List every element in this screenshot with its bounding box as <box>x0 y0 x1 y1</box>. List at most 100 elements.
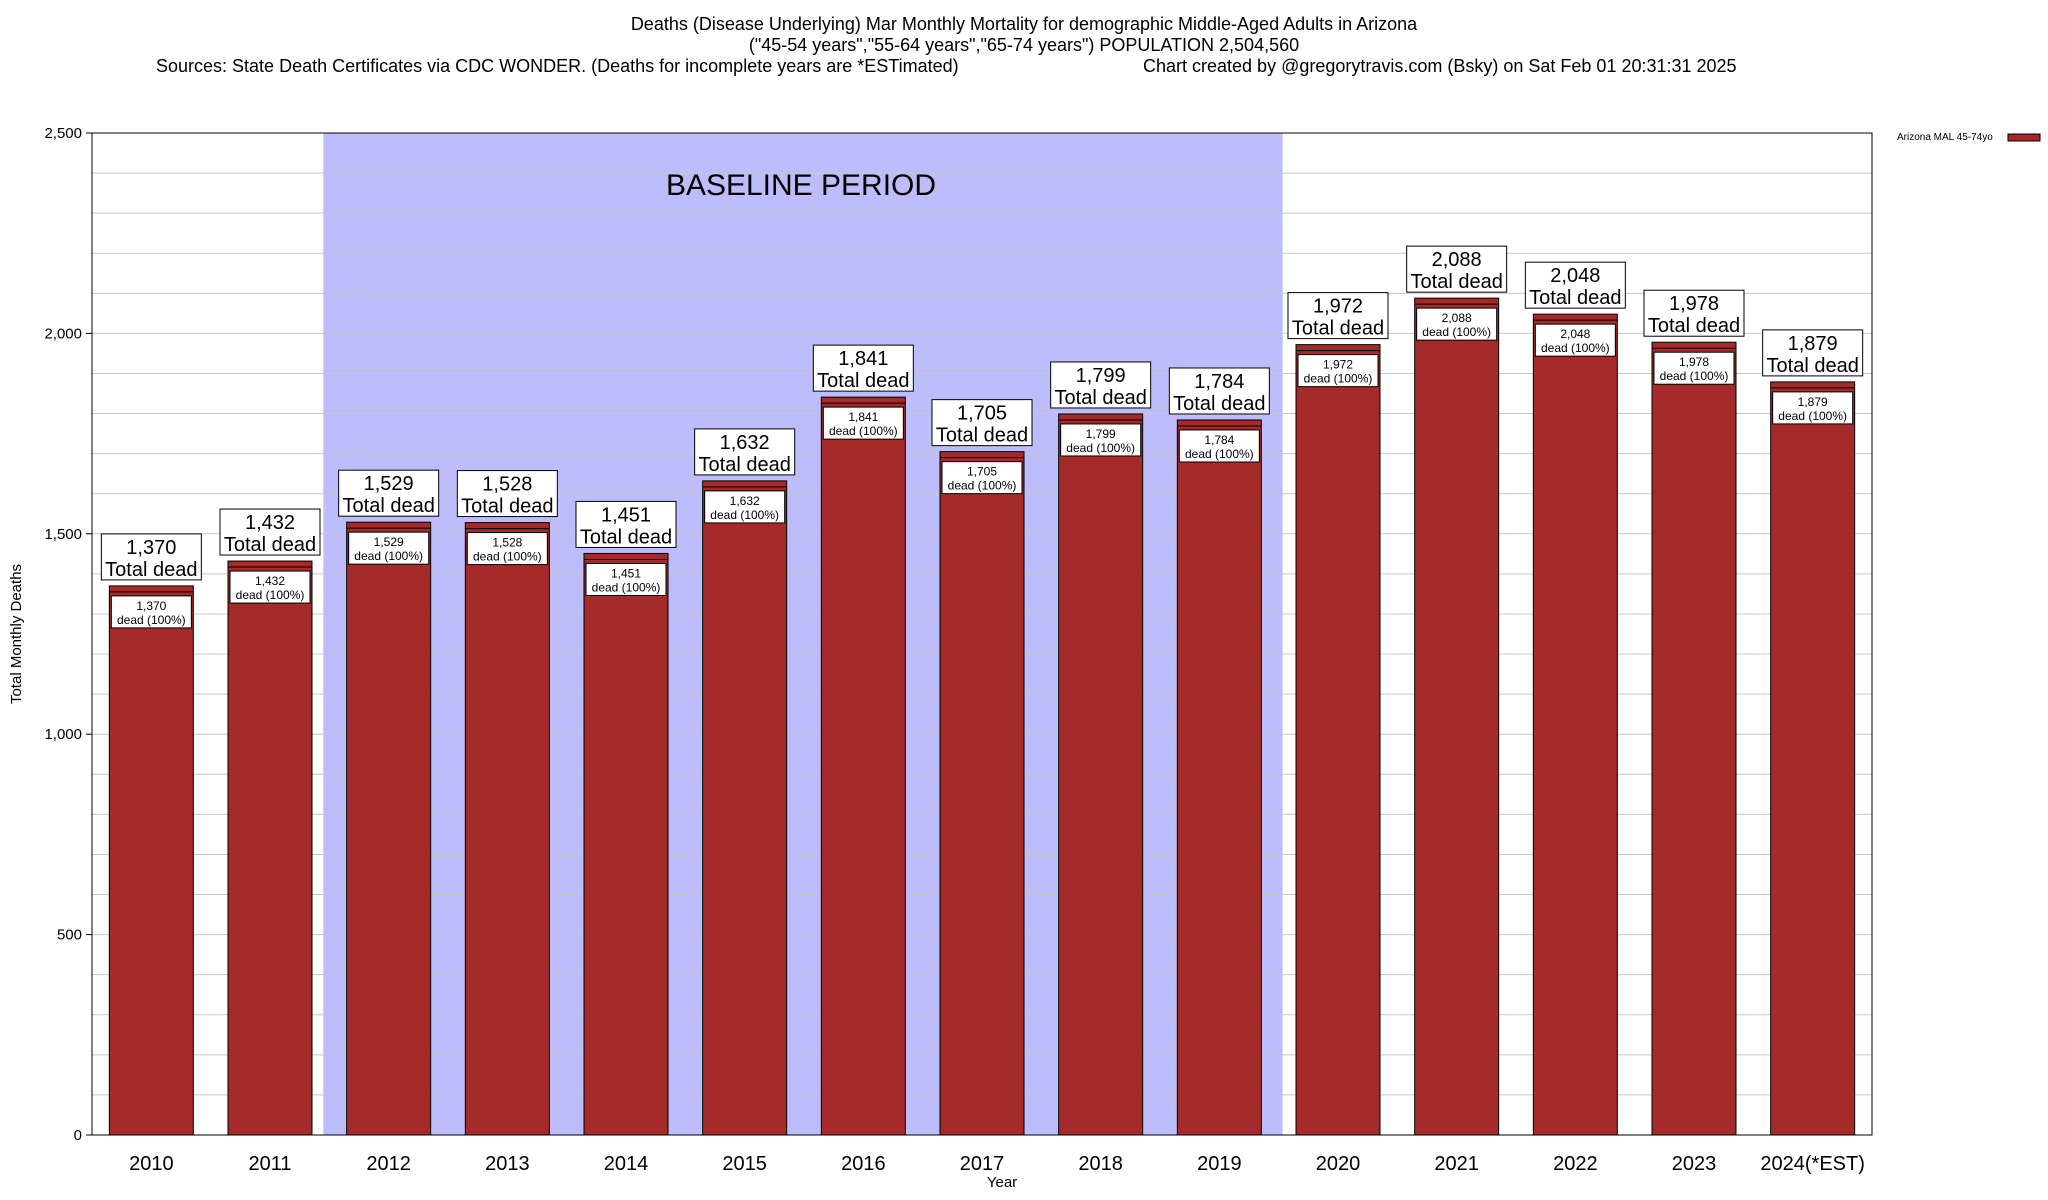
inner-label-box <box>229 570 311 604</box>
top-total-label: Total dead <box>343 495 435 517</box>
inner-percent-label: dead (100%) <box>354 549 423 563</box>
top-label-box <box>694 428 796 476</box>
bar <box>464 522 550 1136</box>
sources-note: Sources: State Death Certificates via CD… <box>156 56 959 76</box>
y-tick-label: 2,500 <box>44 125 82 142</box>
inner-value-label: 1,784 <box>1204 433 1234 447</box>
top-value-label: 1,432 <box>245 512 295 534</box>
bar <box>227 560 313 1136</box>
inner-label-box <box>1534 323 1616 357</box>
inner-value-label: 1,879 <box>1798 395 1828 409</box>
top-total-label: Total dead <box>105 559 197 581</box>
inner-value-label: 1,841 <box>848 410 878 424</box>
bar <box>702 480 788 1136</box>
top-total-label: Total dead <box>1767 355 1859 377</box>
inner-value-label: 1,451 <box>611 566 641 580</box>
x-tick-label: 2022 <box>1553 1153 1598 1175</box>
inner-value-label: 1,799 <box>1086 427 1116 441</box>
y-tick-label: 0 <box>74 1127 82 1144</box>
top-value-label: 1,370 <box>126 537 176 559</box>
top-label-box <box>219 508 321 556</box>
title-line-1: Deaths (Disease Underlying) Mar Monthly … <box>630 14 1418 34</box>
inner-value-label: 2,088 <box>1442 311 1472 325</box>
bar <box>820 396 906 1136</box>
top-label-box <box>338 469 440 517</box>
top-label-box <box>1050 361 1152 409</box>
top-label-box <box>1168 367 1270 415</box>
inner-label-box <box>1297 354 1379 388</box>
inner-label-box <box>110 595 192 629</box>
y-tick-label: 500 <box>57 927 82 944</box>
top-value-label: 2,048 <box>1550 265 1600 287</box>
legend-swatch <box>2007 133 2041 142</box>
inner-label-box <box>348 531 430 565</box>
top-label-box <box>1406 245 1508 293</box>
top-label-box <box>575 500 677 548</box>
inner-value-label: 1,972 <box>1323 358 1353 372</box>
x-axis-label: Year <box>987 1174 1017 1191</box>
inner-value-label: 1,705 <box>967 465 997 479</box>
inner-label-box <box>1060 423 1142 457</box>
x-tick-label: 2024(*EST) <box>1760 1153 1865 1175</box>
top-value-label: 1,799 <box>1076 365 1126 387</box>
credit-note: Chart created by @gregorytravis.com (Bsk… <box>1143 56 1737 76</box>
top-value-label: 1,784 <box>1194 371 1244 393</box>
top-total-label: Total dead <box>1292 318 1384 340</box>
x-tick-label: 2020 <box>1316 1153 1361 1175</box>
inner-value-label: 1,528 <box>492 536 522 550</box>
bar <box>1651 341 1737 1136</box>
top-total-label: Total dead <box>1411 271 1503 293</box>
inner-label-box <box>1772 391 1854 425</box>
inner-percent-label: dead (100%) <box>1304 372 1373 386</box>
top-total-label: Total dead <box>1173 393 1265 415</box>
inner-value-label: 1,529 <box>374 535 404 549</box>
top-value-label: 2,088 <box>1432 249 1482 271</box>
x-tick-label: 2017 <box>960 1153 1005 1175</box>
top-label-box <box>1287 292 1389 340</box>
x-tick-label: 2010 <box>129 1153 174 1175</box>
bar <box>1176 419 1262 1136</box>
inner-label-box <box>1653 351 1735 385</box>
top-label-box <box>812 344 914 392</box>
inner-percent-label: dead (100%) <box>117 613 186 627</box>
top-value-label: 1,879 <box>1788 333 1838 355</box>
inner-percent-label: dead (100%) <box>1660 369 1729 383</box>
top-value-label: 1,841 <box>838 348 888 370</box>
bar <box>1770 381 1856 1136</box>
bar <box>1295 344 1381 1136</box>
x-tick-label: 2011 <box>248 1153 291 1175</box>
x-tick-label: 2023 <box>1672 1153 1717 1175</box>
bar <box>1414 297 1500 1136</box>
inner-percent-label: dead (100%) <box>1422 325 1491 339</box>
top-total-label: Total dead <box>461 496 553 518</box>
title-line-2: ("45-54 years","55-64 years","65-74 year… <box>748 35 1300 55</box>
x-tick-label: 2014 <box>604 1153 649 1175</box>
bar <box>108 585 194 1136</box>
inner-percent-label: dead (100%) <box>592 580 661 594</box>
top-value-label: 1,978 <box>1669 293 1719 315</box>
x-tick-label: 2013 <box>485 1153 530 1175</box>
y-tick-label: 1,500 <box>44 526 82 543</box>
bar <box>346 521 432 1136</box>
top-total-label: Total dead <box>580 526 672 548</box>
y-axis-label: Total Monthly Deaths <box>8 564 25 704</box>
inner-percent-label: dead (100%) <box>1066 441 1135 455</box>
inner-label-box <box>1178 429 1260 463</box>
inner-label-box <box>585 562 667 596</box>
top-total-label: Total dead <box>699 454 791 476</box>
inner-label-box <box>1416 307 1498 341</box>
top-label-box <box>456 470 558 518</box>
inner-value-label: 2,048 <box>1560 327 1590 341</box>
top-total-label: Total dead <box>817 370 909 392</box>
x-tick-label: 2019 <box>1197 1153 1242 1175</box>
inner-label-box <box>466 532 548 566</box>
top-total-label: Total dead <box>1529 287 1621 309</box>
inner-percent-label: dead (100%) <box>1778 409 1847 423</box>
top-value-label: 1,705 <box>957 403 1007 425</box>
legend-label: Arizona MAL 45-74yo <box>1897 132 1993 143</box>
inner-percent-label: dead (100%) <box>1185 447 1254 461</box>
inner-value-label: 1,432 <box>255 574 285 588</box>
inner-label-box <box>941 461 1023 495</box>
inner-value-label: 1,370 <box>136 599 166 613</box>
